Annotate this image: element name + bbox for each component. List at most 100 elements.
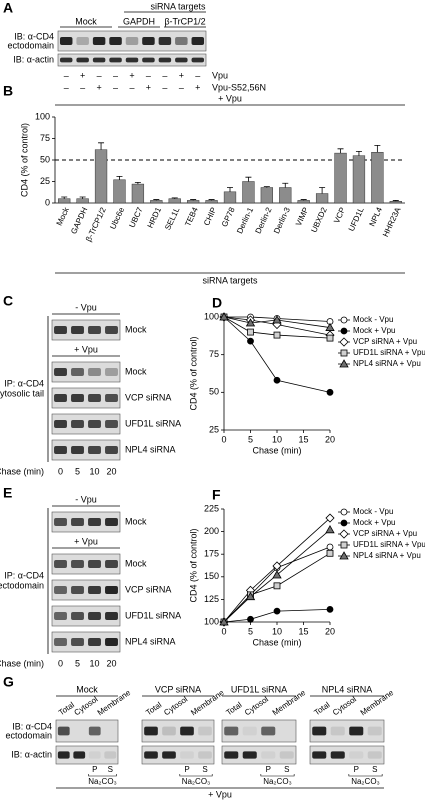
- group-label: VCP siRNA: [155, 684, 201, 694]
- band: [71, 394, 84, 402]
- legend-marker: [339, 359, 349, 368]
- error-bar: [98, 142, 105, 150]
- band: [367, 726, 382, 736]
- x-tick-label: 0: [221, 626, 226, 636]
- column-label: Cytosol: [162, 695, 189, 718]
- legend-label: Mock - Vpu: [353, 507, 393, 516]
- bar: [58, 198, 71, 204]
- fraction-label: S: [372, 765, 377, 774]
- marker: [245, 591, 256, 601]
- marker: [247, 337, 254, 345]
- y-tick-label: 0: [45, 197, 50, 207]
- series-line: [223, 608, 331, 623]
- band: [105, 326, 118, 334]
- band: [92, 57, 106, 63]
- bar: [113, 179, 126, 204]
- x-tick-label: UFD1L: [347, 205, 366, 232]
- group-label: β-TrCP1/2: [164, 16, 205, 26]
- group-label: GAPDH: [123, 16, 155, 26]
- panel-label: B: [3, 83, 13, 99]
- y-tick-label: 100: [35, 111, 50, 121]
- band: [105, 586, 118, 594]
- band: [54, 446, 67, 454]
- x-tick-label: UBC7: [127, 205, 144, 229]
- blot: [309, 719, 385, 743]
- reagent: Na₂CO₃: [351, 777, 380, 786]
- panel-label: E: [3, 485, 12, 501]
- x-tick-label: NPL4: [367, 205, 384, 227]
- blot: [51, 361, 121, 383]
- band: [125, 57, 139, 63]
- bar: [94, 149, 108, 204]
- marker: [325, 513, 335, 523]
- sign: +: [129, 70, 134, 80]
- marker: [325, 322, 335, 331]
- panel-label: A: [3, 0, 13, 16]
- blot: [51, 579, 121, 601]
- sign: –: [113, 70, 118, 80]
- lane-label: VCP siRNA: [125, 584, 171, 594]
- band: [105, 518, 118, 526]
- band: [198, 726, 212, 736]
- y-tick-label: 175: [204, 549, 219, 559]
- chase-time: 5: [75, 466, 80, 476]
- x-tick-label: Derlin-1: [235, 205, 255, 235]
- y-axis-label: CD4 (% of control): [188, 336, 198, 410]
- x-tick-label: VIMP: [294, 206, 310, 228]
- lane-label: VCP siRNA: [125, 392, 171, 402]
- sign: –: [64, 82, 69, 92]
- band: [57, 751, 70, 759]
- band: [180, 751, 194, 759]
- marker: [245, 318, 256, 327]
- band: [109, 57, 122, 63]
- marker: [219, 617, 229, 626]
- lane-label: NPL4 siRNA: [125, 636, 176, 646]
- blot-label: IB: α-CD4: [14, 31, 54, 41]
- marker: [273, 376, 281, 384]
- band: [105, 638, 118, 646]
- band: [88, 326, 101, 334]
- band: [71, 446, 84, 454]
- y-tick-label: 50: [40, 154, 50, 164]
- error-bar: [300, 199, 307, 201]
- band: [175, 37, 188, 45]
- column-label: Total: [312, 700, 331, 717]
- y-tick-label: 225: [204, 503, 219, 513]
- x-tick-label: 5: [248, 434, 253, 444]
- band: [242, 726, 257, 736]
- bar: [168, 198, 181, 204]
- band: [224, 751, 239, 759]
- sign: –: [129, 82, 134, 92]
- blot: [221, 745, 297, 765]
- marker: [273, 582, 281, 590]
- legend-marker: [340, 316, 348, 324]
- chase-time: 0: [58, 658, 63, 668]
- band: [105, 446, 118, 454]
- header: - Vpu: [75, 494, 97, 504]
- y-axis-label: CD4 (% of control): [19, 123, 29, 197]
- band: [88, 638, 101, 646]
- error-bar: [153, 199, 160, 201]
- band: [88, 726, 101, 736]
- error-bar: [171, 197, 178, 199]
- bar: [315, 193, 329, 204]
- marker: [247, 328, 254, 336]
- band: [349, 751, 364, 759]
- x-tick-label: UBXD2: [309, 205, 329, 233]
- x-tick-label: GP78: [220, 205, 237, 228]
- row-label: Vpu: [212, 70, 228, 80]
- fraction-label: P: [354, 765, 359, 774]
- band: [88, 560, 101, 568]
- x-tick-label: CHIP: [202, 206, 218, 227]
- band: [125, 37, 139, 45]
- header: + Vpu: [74, 536, 98, 546]
- sign: +: [179, 70, 184, 80]
- blot-label: ectodomain: [7, 40, 54, 50]
- legend-marker: [340, 327, 348, 335]
- series-line: [223, 517, 331, 623]
- x-tick-label: 20: [325, 626, 335, 636]
- ip-label: IP: α-CD4: [4, 378, 44, 388]
- header: siRNA targets: [150, 1, 206, 11]
- blot: [51, 413, 121, 435]
- blot-label: IB: α-CD4: [12, 721, 52, 731]
